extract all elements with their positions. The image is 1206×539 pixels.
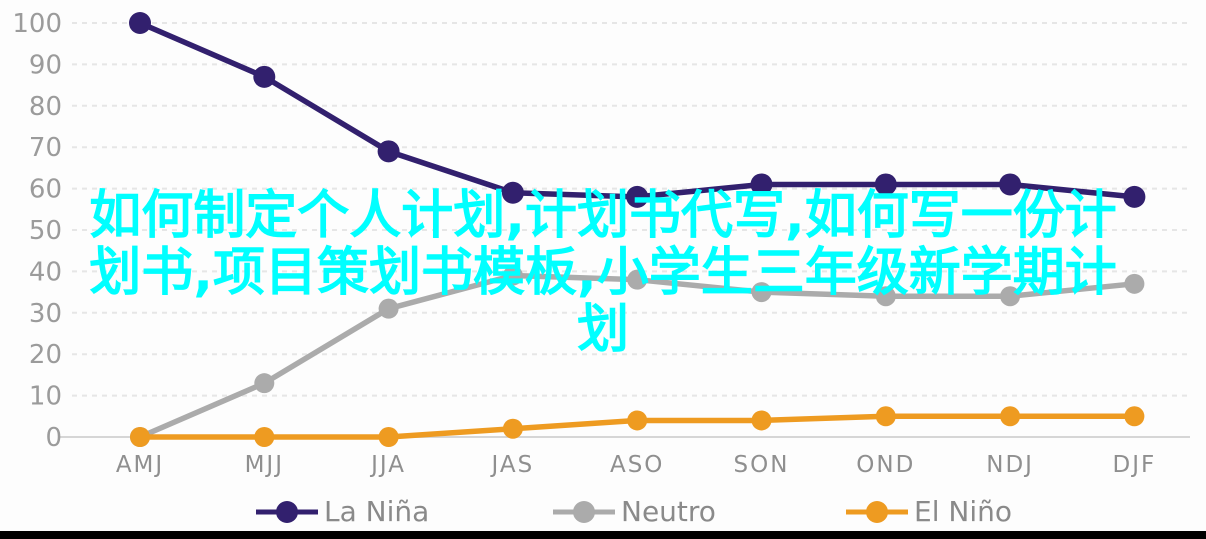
neutro-line-dot-icon bbox=[553, 498, 615, 526]
x-tick-label-JJA: JJA bbox=[369, 452, 406, 478]
series-0 bbox=[129, 12, 1146, 208]
y-tick-label-70: 70 bbox=[29, 133, 62, 163]
data-point bbox=[253, 65, 276, 88]
data-point bbox=[1000, 286, 1021, 307]
data-point bbox=[501, 181, 524, 204]
data-point bbox=[378, 427, 399, 447]
x-tick-label-MJJ: MJJ bbox=[245, 452, 284, 478]
y-axis-tick-labels: 0 10 20 30 40 50 60 70 80 90 100 bbox=[12, 9, 62, 453]
data-point bbox=[129, 12, 151, 34]
data-point bbox=[874, 173, 897, 196]
x-axis-tick-labels: AMJ MJJ JJA JAS ASO SON OND NDJ DJF bbox=[116, 452, 1157, 478]
legend-label-la-nina: La Niña bbox=[324, 495, 430, 528]
data-point bbox=[502, 418, 523, 439]
data-point bbox=[1124, 406, 1145, 427]
y-tick-label-50: 50 bbox=[29, 216, 62, 246]
data-point bbox=[1123, 185, 1146, 208]
bottom-black-bar bbox=[0, 531, 1206, 539]
series-line-0 bbox=[137, 20, 1138, 200]
y-tick-label-80: 80 bbox=[29, 92, 62, 122]
data-point bbox=[751, 410, 772, 431]
data-point bbox=[875, 286, 896, 307]
x-tick-label-JAS: JAS bbox=[490, 452, 535, 478]
data-point bbox=[130, 427, 150, 447]
el-nino-line-dot-icon bbox=[846, 498, 908, 526]
gridlines bbox=[58, 22, 1190, 438]
data-point bbox=[254, 427, 275, 447]
y-tick-label-100: 100 bbox=[12, 9, 62, 39]
data-point bbox=[875, 406, 896, 427]
y-tick-label-20: 20 bbox=[29, 340, 62, 370]
data-point bbox=[751, 282, 772, 303]
x-tick-label-SON: SON bbox=[734, 452, 790, 478]
y-tick-label-60: 60 bbox=[29, 175, 62, 205]
data-point bbox=[1000, 406, 1021, 427]
data-point bbox=[378, 298, 399, 319]
y-tick-label-10: 10 bbox=[29, 382, 62, 412]
data-point bbox=[627, 410, 648, 431]
legend-item-la-nina: La Niña bbox=[256, 497, 429, 527]
y-tick-label-40: 40 bbox=[29, 257, 62, 287]
y-tick-label-0: 0 bbox=[45, 423, 62, 453]
series-1 bbox=[130, 265, 1145, 447]
data-point bbox=[377, 140, 400, 163]
y-tick-label-30: 30 bbox=[29, 299, 62, 329]
series-2 bbox=[130, 406, 1145, 447]
data-point bbox=[254, 373, 275, 394]
data-point bbox=[502, 265, 523, 286]
x-tick-label-DJF: DJF bbox=[1113, 452, 1157, 478]
x-tick-label-OND: OND bbox=[856, 452, 915, 478]
data-point bbox=[1124, 273, 1145, 294]
chart-legend: La Niña Neutro El Niño bbox=[0, 497, 1206, 529]
data-point bbox=[626, 185, 649, 208]
legend-item-el-nino: El Niño bbox=[846, 497, 1012, 527]
data-point bbox=[999, 173, 1022, 196]
x-tick-label-AMJ: AMJ bbox=[116, 452, 164, 478]
la-nina-line-dot-icon bbox=[256, 498, 318, 526]
data-point bbox=[750, 173, 773, 196]
data-point bbox=[627, 269, 648, 290]
x-tick-label-ASO: ASO bbox=[610, 452, 664, 478]
x-tick-label-NDJ: NDJ bbox=[986, 452, 1034, 478]
y-tick-label-90: 90 bbox=[29, 50, 62, 80]
legend-label-el-nino: El Niño bbox=[914, 495, 1012, 528]
legend-item-neutro: Neutro bbox=[553, 497, 716, 527]
legend-label-neutro: Neutro bbox=[621, 495, 716, 528]
